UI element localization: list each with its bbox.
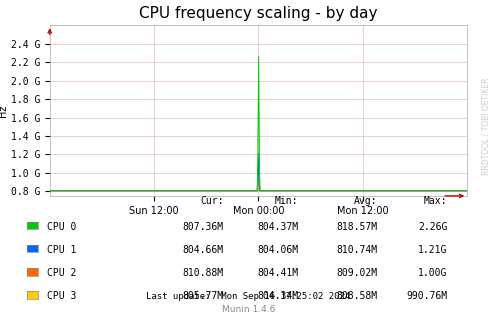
Text: Cur:: Cur: <box>200 196 224 206</box>
Text: 990.76M: 990.76M <box>406 291 447 301</box>
Text: Last update:  Mon Sep 16 17:25:02 2024: Last update: Mon Sep 16 17:25:02 2024 <box>147 292 350 301</box>
Text: 810.74M: 810.74M <box>336 245 378 255</box>
Text: 1.21G: 1.21G <box>418 245 447 255</box>
Text: 804.06M: 804.06M <box>257 245 298 255</box>
Text: Avg:: Avg: <box>354 196 378 206</box>
Text: 807.36M: 807.36M <box>182 222 224 232</box>
Text: CPU 0: CPU 0 <box>47 222 77 232</box>
Text: Munin 1.4.6: Munin 1.4.6 <box>222 305 275 313</box>
Text: 809.02M: 809.02M <box>336 268 378 278</box>
Text: CPU 1: CPU 1 <box>47 245 77 255</box>
Text: 2.26G: 2.26G <box>418 222 447 232</box>
Text: RRDTOOL / TOBI OETIKER: RRDTOOL / TOBI OETIKER <box>482 78 491 175</box>
Text: Max:: Max: <box>424 196 447 206</box>
Text: 1.00G: 1.00G <box>418 268 447 278</box>
Text: 805.77M: 805.77M <box>182 291 224 301</box>
Text: 818.57M: 818.57M <box>336 222 378 232</box>
Text: Min:: Min: <box>275 196 298 206</box>
Text: CPU 2: CPU 2 <box>47 268 77 278</box>
Text: CPU 3: CPU 3 <box>47 291 77 301</box>
Title: CPU frequency scaling - by day: CPU frequency scaling - by day <box>139 6 378 21</box>
Text: 808.58M: 808.58M <box>336 291 378 301</box>
Text: 804.41M: 804.41M <box>257 268 298 278</box>
Y-axis label: Hz: Hz <box>0 104 8 117</box>
Text: 810.88M: 810.88M <box>182 268 224 278</box>
Text: 804.37M: 804.37M <box>257 222 298 232</box>
Text: 804.34M: 804.34M <box>257 291 298 301</box>
Text: 804.66M: 804.66M <box>182 245 224 255</box>
